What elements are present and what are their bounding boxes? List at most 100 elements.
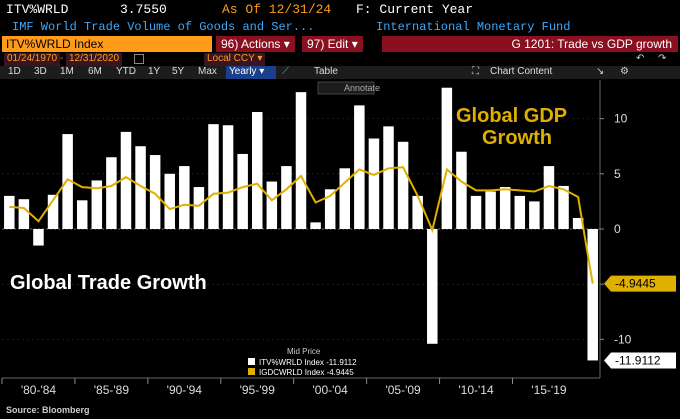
trade-bar: [427, 229, 438, 344]
trade-bars: [4, 87, 598, 361]
security-field[interactable]: ITV%WRLD Index: [2, 36, 212, 52]
settings-gear-icon[interactable]: ⚙: [620, 66, 629, 77]
trade-bar: [354, 105, 365, 229]
x-tick-label: '00-'04: [313, 383, 349, 397]
trade-bar: [179, 166, 190, 229]
period-toolbar: 1D 3D 1M 6M YTD 1Y 5Y Max Yearly ▾ ⟋ Tab…: [0, 66, 680, 79]
frequency-select[interactable]: Yearly ▾: [226, 66, 276, 79]
x-tick-label: '90-'94: [167, 383, 203, 397]
actions-button[interactable]: 96) Actions ▾: [216, 36, 295, 52]
trade-bar: [514, 195, 526, 229]
y-tick-label: 5: [614, 167, 621, 181]
legend-header: Mid Price: [287, 347, 321, 356]
annotate-button-box: [317, 81, 375, 95]
redo-icon[interactable]: ↷: [658, 53, 667, 64]
gdp-last-value-tag: [604, 275, 676, 292]
trade-bar: [339, 168, 351, 229]
trade-bar: [4, 195, 15, 229]
y-tick-label: -10: [614, 332, 632, 346]
trade-bar: [412, 195, 423, 229]
trade-last-value-tag: [604, 352, 676, 369]
current-value: 3.7550: [120, 2, 167, 17]
frequency-label: F: Current Year: [356, 2, 474, 17]
chart-canvas: -10-50510 '80-'84'85-'89'90-'94'95-'99'0…: [0, 80, 680, 405]
x-tick-label: '85-'89: [94, 383, 130, 397]
calendar-icon[interactable]: [134, 54, 144, 64]
trade-bar: [310, 222, 321, 229]
legend-label-gdp: IGDCWRLD Index -4.9445: [259, 368, 354, 377]
trade-bar: [295, 92, 307, 229]
period-ytd[interactable]: YTD: [116, 66, 136, 77]
period-3d[interactable]: 3D: [34, 66, 47, 77]
date-range-bar: 01/24/1970 - 12/31/2020 Local CCY ▾ ↶ ↷: [0, 53, 680, 66]
trade-bar: [324, 189, 336, 229]
period-1d[interactable]: 1D: [8, 66, 21, 77]
trade-growth-annotation: Global Trade Growth: [10, 272, 207, 294]
legend-swatch-gdp: [248, 368, 255, 375]
trade-bar: [499, 187, 511, 229]
x-tick-label: '10-'14: [458, 383, 494, 397]
currency-label: Local CCY: [207, 53, 255, 64]
period-max[interactable]: Max: [198, 66, 217, 77]
trade-bar: [543, 166, 555, 229]
as-of-date[interactable]: As Of 12/31/24: [222, 2, 332, 17]
legend-label-trade: ITV%WRLD Index -11.9112: [259, 358, 357, 367]
end-date-field[interactable]: 12/31/2020: [66, 53, 123, 66]
x-tick-label: '95-'99: [240, 383, 276, 397]
trade-bar: [587, 229, 598, 361]
line-chart-icon[interactable]: ⟋: [282, 66, 289, 77]
chart-title-field[interactable]: G 1201: Trade vs GDP growth: [382, 36, 678, 52]
legend: Mid Price ITV%WRLD Index -11.9112 IGDCWR…: [248, 347, 357, 377]
expand-icon[interactable]: ↘: [596, 66, 605, 77]
security-description: IMF World Trade Volume of Goods and Ser.…: [12, 20, 315, 34]
annotate-button[interactable]: Annotate: [317, 81, 380, 95]
trade-bar: [106, 157, 117, 229]
trade-bar: [251, 112, 263, 229]
trade-bar: [558, 185, 569, 229]
x-tick-label: '80-'84: [21, 383, 57, 397]
trade-last-value-label: -11.9112: [615, 353, 661, 367]
y-tick-label: 0: [614, 222, 621, 236]
trade-bar: [266, 181, 278, 229]
trade-bar: [193, 187, 205, 229]
trade-bar: [62, 134, 73, 229]
period-5y[interactable]: 5Y: [172, 66, 185, 77]
period-1y[interactable]: 1Y: [148, 66, 161, 77]
chart-content-button[interactable]: Chart Content: [490, 66, 553, 77]
y-tick-label: 10: [614, 112, 628, 126]
period-6m[interactable]: 6M: [88, 66, 102, 77]
period-1m[interactable]: 1M: [60, 66, 74, 77]
last-value-gdp: -4.9445: [604, 275, 676, 292]
chart-content-icon: ⛶: [472, 66, 479, 77]
trade-bar: [441, 87, 453, 230]
trade-bar: [47, 194, 59, 229]
ticker-code[interactable]: ITV%WRLD: [6, 2, 69, 17]
gdp-last-value-label: -4.9445: [615, 277, 656, 291]
trade-bar: [397, 141, 409, 229]
table-button[interactable]: Table: [314, 66, 338, 77]
x-tick-label: '15-'19: [531, 383, 567, 397]
trade-bar: [91, 180, 103, 229]
start-date-field[interactable]: 01/24/1970: [4, 53, 61, 66]
trade-bar: [485, 191, 496, 229]
trade-bar: [222, 125, 234, 229]
trade-bar: [456, 151, 467, 229]
command-toolbar: ITV%WRLD Index 96) Actions ▾ 97) Edit ▾ …: [0, 36, 680, 52]
chart-background: [0, 80, 680, 405]
legend-swatch-trade: [248, 358, 255, 365]
annotate-button-label: Annotate: [344, 83, 380, 93]
undo-icon[interactable]: ↶: [636, 53, 645, 64]
trade-bar: [18, 199, 30, 229]
currency-select[interactable]: Local CCY ▾: [204, 53, 266, 66]
trade-bar: [368, 138, 380, 229]
description-bar: IMF World Trade Volume of Goods and Ser.…: [0, 19, 680, 35]
trade-bar: [470, 195, 482, 229]
gdp-growth-annotation-line1: Global GDP: [456, 105, 567, 127]
trade-bar: [164, 173, 175, 229]
gdp-growth-annotation-line2: Growth: [482, 127, 552, 149]
trade-bar: [383, 126, 394, 229]
trade-bar: [208, 124, 219, 229]
trade-bar: [281, 166, 292, 229]
trade-bar: [529, 201, 540, 229]
edit-button[interactable]: 97) Edit ▾: [302, 36, 363, 52]
